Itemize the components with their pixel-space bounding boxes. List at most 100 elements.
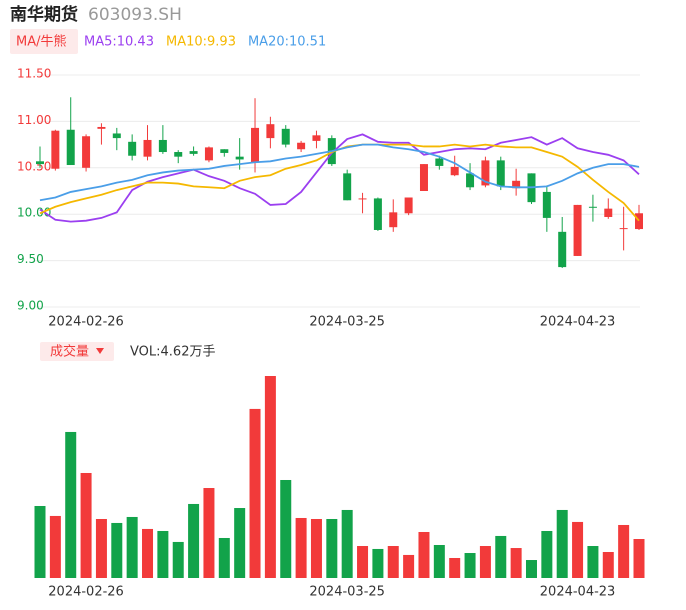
volume-bar bbox=[280, 479, 292, 578]
candle-body bbox=[466, 173, 475, 188]
volume-bar bbox=[464, 553, 476, 578]
ma-line bbox=[39, 133, 640, 223]
x-tick-label: 2024-02-26 bbox=[48, 585, 124, 600]
volume-bar bbox=[203, 488, 215, 578]
volume-bar bbox=[326, 518, 338, 578]
candle-body bbox=[373, 198, 382, 230]
stock-name: 南华期货 bbox=[10, 4, 78, 25]
candle-body bbox=[281, 128, 290, 145]
candle-body bbox=[588, 206, 597, 208]
x-tick-label: 2024-02-26 bbox=[48, 315, 124, 330]
volume-bar bbox=[495, 535, 507, 578]
volume-bar bbox=[618, 524, 630, 578]
x-tick-label: 2024-04-23 bbox=[540, 315, 616, 330]
y-tick-label: 11.00 bbox=[17, 113, 51, 127]
volume-bar bbox=[525, 560, 537, 578]
volume-bar bbox=[142, 528, 154, 578]
x-tick-label: 2024-03-25 bbox=[309, 585, 385, 600]
volume-bar bbox=[65, 431, 77, 578]
candle-body bbox=[266, 124, 275, 139]
volume-label: VOL:4.62万手 bbox=[130, 345, 215, 360]
volume-bar bbox=[633, 539, 645, 578]
candle-body bbox=[112, 133, 121, 139]
candle-body bbox=[481, 160, 490, 186]
candle-body bbox=[419, 164, 428, 191]
y-tick-label: 9.00 bbox=[17, 299, 44, 313]
volume-bar bbox=[234, 508, 246, 578]
volume-bar bbox=[372, 548, 384, 578]
volume-bar bbox=[357, 546, 369, 578]
candle-body bbox=[174, 152, 183, 157]
volume-bar bbox=[49, 515, 61, 578]
y-tick-label: 11.50 bbox=[17, 67, 51, 81]
x-tick-label: 2024-03-25 bbox=[309, 315, 385, 330]
volume-button-bg[interactable] bbox=[40, 342, 114, 361]
candle-body bbox=[389, 212, 398, 228]
dropdown-arrow[interactable] bbox=[96, 348, 104, 354]
volume-bar bbox=[556, 509, 568, 578]
x-tick-label: 2024-04-23 bbox=[540, 585, 616, 600]
volume-bar bbox=[249, 408, 261, 578]
volume-bar bbox=[449, 557, 461, 578]
candle-body bbox=[82, 136, 91, 168]
candle-body bbox=[435, 158, 444, 166]
candle-body bbox=[343, 173, 352, 201]
ma-legend: MA10:9.93 bbox=[166, 35, 236, 50]
volume-bar bbox=[80, 472, 92, 578]
volume-bar bbox=[218, 537, 230, 578]
candle-body bbox=[97, 126, 106, 129]
ma-button-bg[interactable] bbox=[10, 29, 78, 54]
candle-body bbox=[635, 213, 643, 230]
candle-body bbox=[51, 130, 60, 169]
candle-body bbox=[297, 142, 306, 150]
candle-body bbox=[604, 208, 613, 217]
candle-body bbox=[128, 141, 137, 156]
candle-body bbox=[235, 156, 244, 160]
y-tick-label: 10.50 bbox=[17, 159, 51, 173]
candle-body bbox=[358, 198, 367, 200]
candle-body bbox=[496, 160, 505, 187]
ma-button[interactable]: MA/牛熊 bbox=[16, 34, 67, 50]
candle-body bbox=[220, 149, 229, 153]
candle-body bbox=[573, 204, 582, 256]
volume-bar bbox=[157, 530, 169, 578]
volume-bar bbox=[587, 546, 599, 578]
candle-body bbox=[189, 151, 198, 154]
volume-bar bbox=[264, 376, 276, 578]
candle-body bbox=[251, 127, 260, 163]
candle-body bbox=[450, 166, 459, 176]
volume-bar bbox=[418, 531, 430, 578]
volume-bar bbox=[95, 518, 107, 578]
candle-body bbox=[204, 147, 213, 161]
candle-body bbox=[143, 139, 152, 157]
volume-bar bbox=[602, 552, 614, 578]
volume-bar bbox=[433, 544, 445, 578]
candle-body bbox=[36, 161, 44, 165]
volume-bar bbox=[541, 530, 553, 578]
volume-bar bbox=[188, 503, 200, 578]
candle-body bbox=[512, 180, 521, 189]
candle-body bbox=[404, 197, 413, 214]
volume-button[interactable]: 成交量 bbox=[50, 344, 89, 360]
y-tick-label: 10.00 bbox=[17, 206, 51, 220]
stock-code: 603093.SH bbox=[88, 5, 182, 25]
ma-line bbox=[39, 143, 640, 202]
volume-bar bbox=[479, 546, 491, 578]
volume-bar bbox=[510, 548, 522, 578]
volume-bar bbox=[572, 521, 584, 578]
candle-body bbox=[158, 139, 167, 153]
y-tick-label: 9.50 bbox=[17, 252, 44, 266]
volume-bar bbox=[387, 546, 399, 578]
volume-bar bbox=[172, 541, 184, 578]
volume-bar bbox=[310, 518, 322, 578]
volume-bar bbox=[34, 505, 46, 578]
candle-body bbox=[66, 129, 75, 166]
ma-legend: MA20:10.51 bbox=[248, 35, 326, 50]
candle-body bbox=[542, 191, 551, 218]
volume-bar bbox=[126, 516, 138, 578]
candle-body bbox=[619, 228, 628, 230]
ma-legend: MA5:10.43 bbox=[84, 35, 154, 50]
candle-body bbox=[558, 231, 567, 268]
volume-bar bbox=[341, 509, 353, 578]
